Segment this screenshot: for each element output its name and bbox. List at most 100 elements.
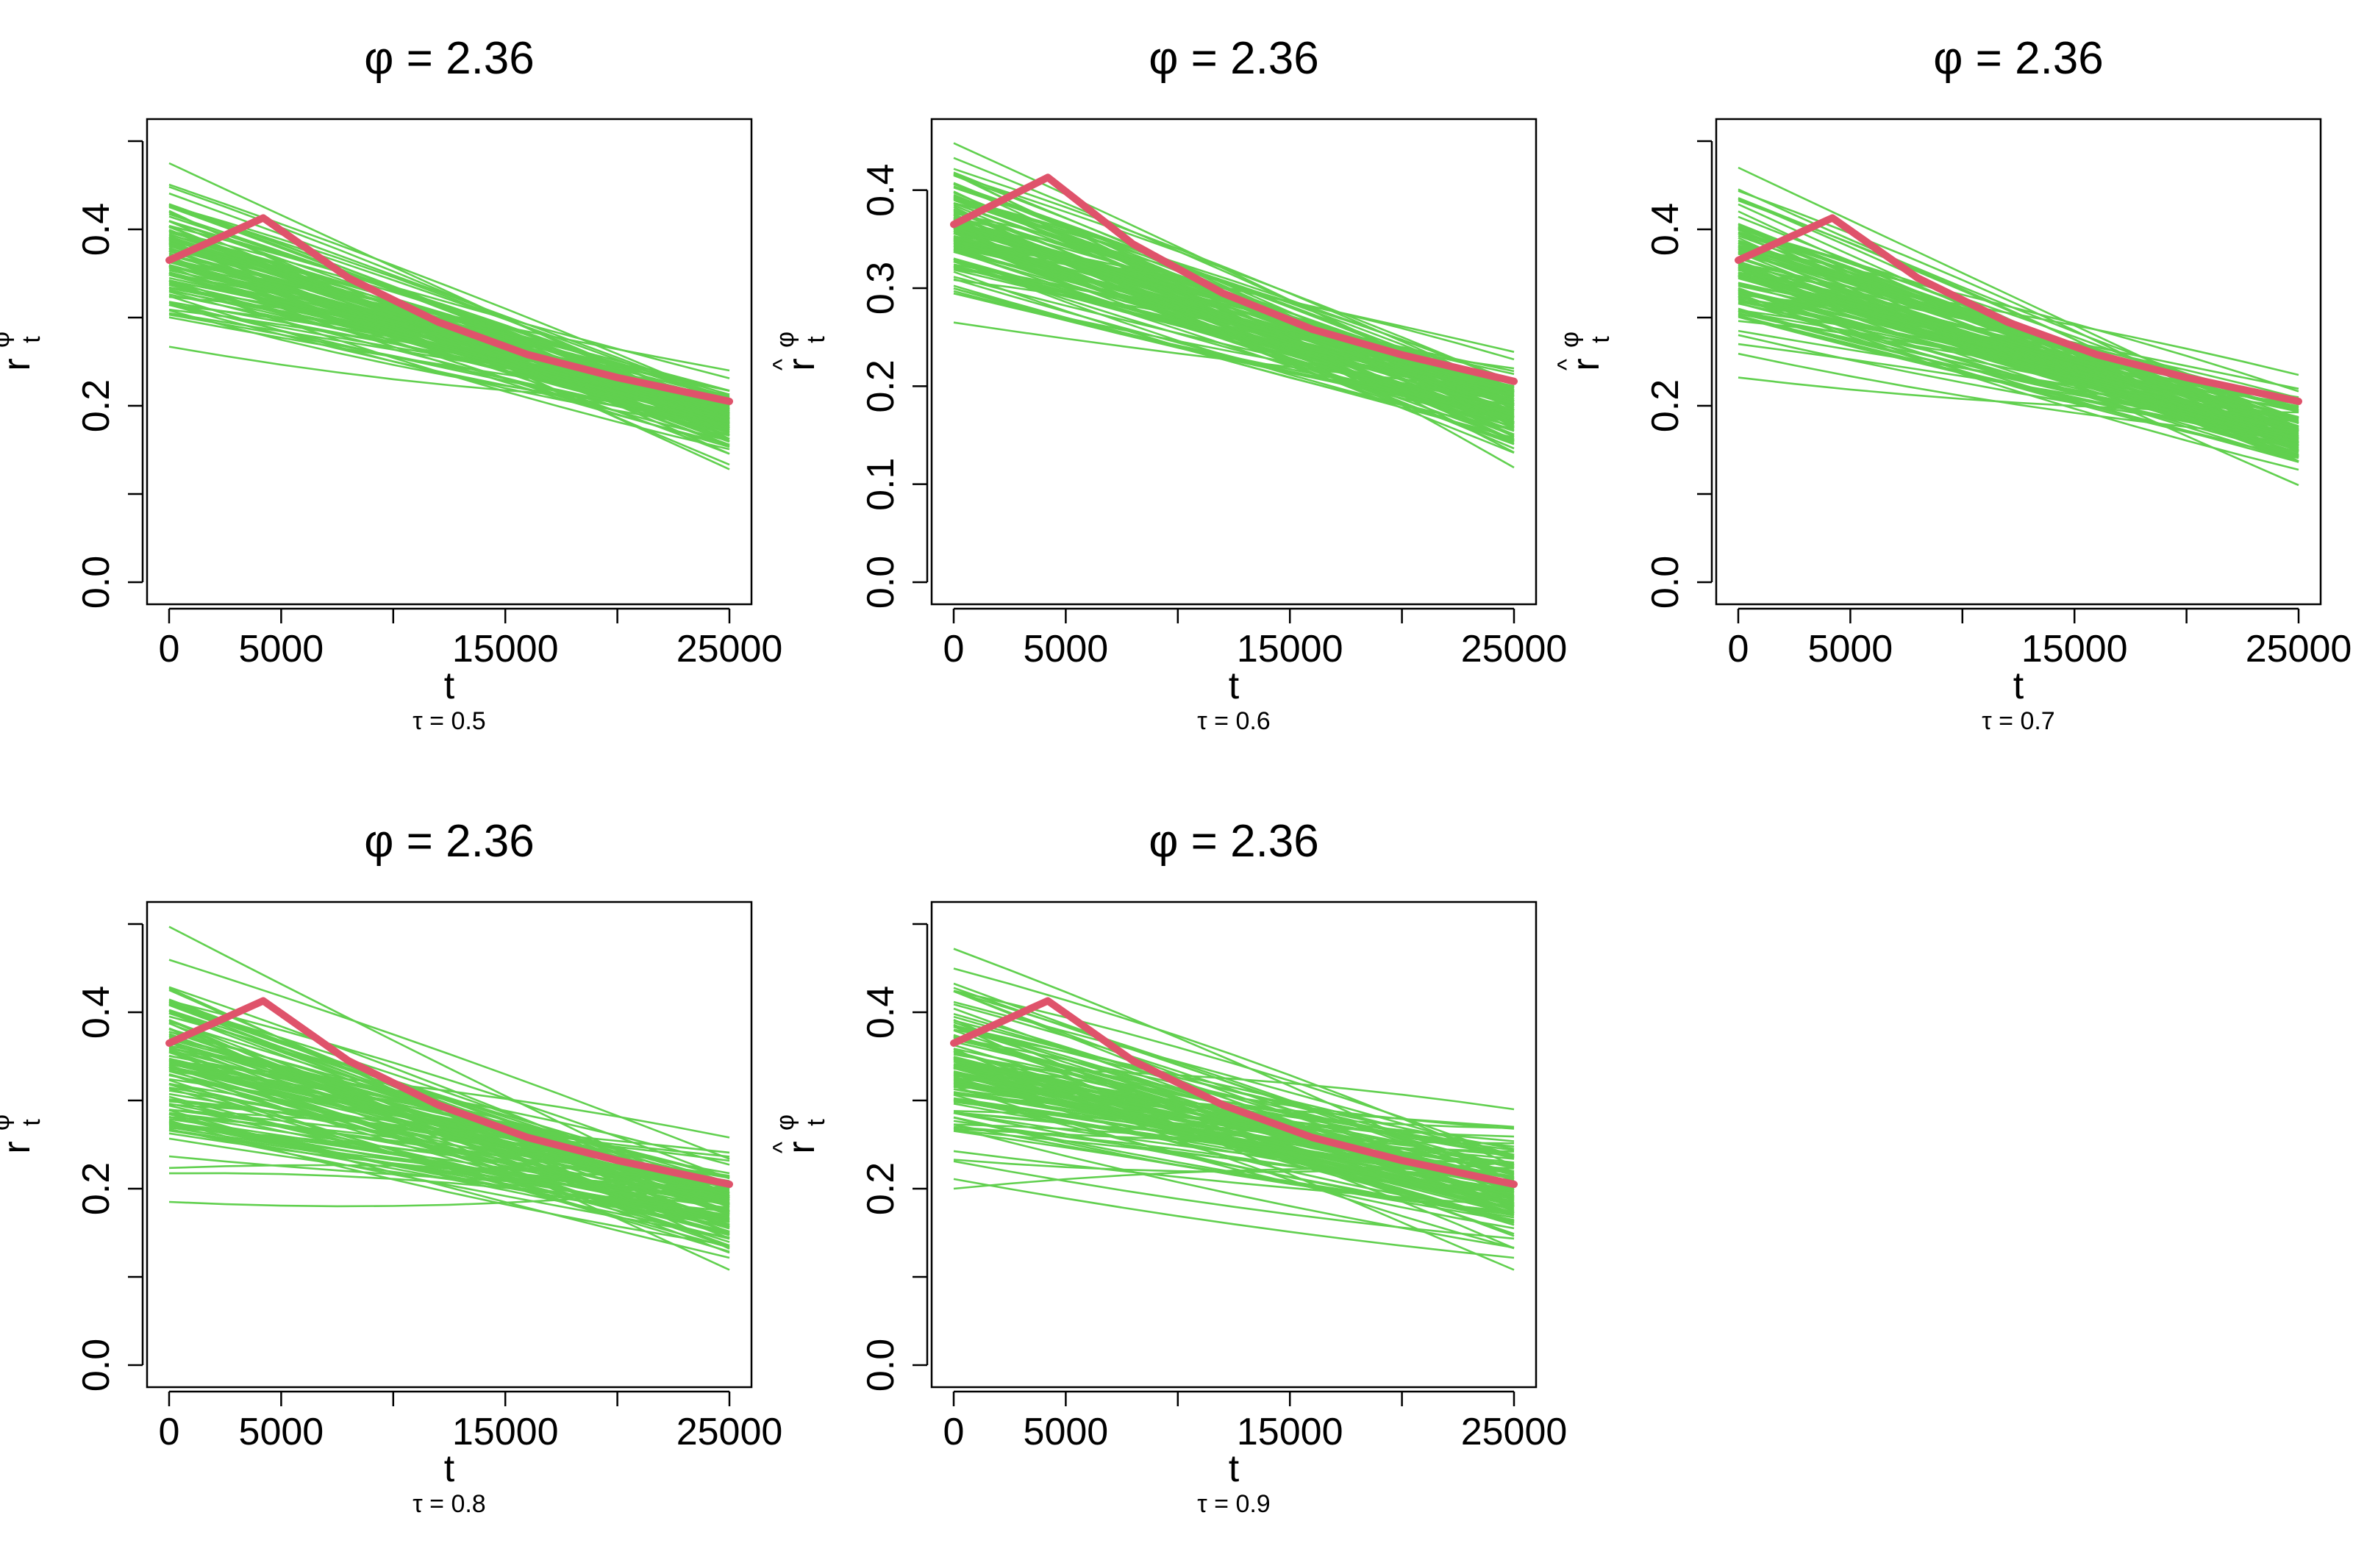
x-tick-label: 15000 (1237, 1411, 1343, 1453)
simulated-line (168, 1089, 730, 1206)
simulated-line (1738, 292, 2299, 458)
panel-title: φ = 2.36 (364, 816, 535, 867)
y-label-hat: ^ (768, 359, 796, 370)
plot-frame (146, 118, 753, 606)
simulated-line (168, 959, 730, 1160)
simulated-line (1738, 271, 2299, 446)
simulated-lines (953, 142, 1515, 469)
plot-frame (146, 901, 753, 1389)
simulated-line (168, 1121, 730, 1222)
y-axis: 0.0 0.2 0.4 (75, 923, 144, 1392)
y-tick-label: 0.0 (860, 1339, 902, 1392)
simulated-line (953, 1178, 1515, 1259)
y-label-sup: φ (0, 332, 15, 348)
simulated-line (1738, 271, 2299, 441)
simulated-lines (168, 926, 730, 1271)
plot-frame (930, 118, 1538, 606)
y-label-sub: t (1587, 336, 1615, 343)
panel-caption: τ = 0.9 (1197, 1490, 1270, 1518)
x-tick-label: 0 (943, 1411, 965, 1453)
simulated-line (168, 220, 730, 379)
y-label-sub: t (802, 1119, 830, 1126)
y-tick-label: 0.2 (1644, 379, 1687, 432)
simulated-line (168, 264, 730, 409)
x-tick-label: 5000 (239, 628, 324, 670)
simulated-line (168, 1058, 730, 1175)
simulated-line (953, 1088, 1515, 1138)
simulated-line (168, 1137, 730, 1213)
y-axis-label: r^ φt (0, 332, 46, 371)
simulated-line (953, 245, 1515, 392)
x-tick-label: 15000 (452, 628, 559, 670)
y-tick-label: 0.4 (75, 986, 118, 1039)
x-axis-label: t (1229, 1447, 1240, 1490)
y-tick-label: 0.4 (860, 986, 902, 1039)
x-axis: 0 5000 15000 25000 (1728, 607, 2352, 670)
simulated-line (168, 1109, 730, 1223)
truth-line (165, 997, 733, 1188)
y-tick-label: 0.1 (860, 458, 902, 511)
simulated-line (953, 222, 1515, 424)
x-axis: 0 5000 15000 25000 (943, 607, 1567, 670)
simulated-line (953, 257, 1515, 445)
y-label-sub: t (18, 336, 46, 343)
y-tick-label: 0.2 (75, 379, 118, 432)
simulated-line (953, 987, 1515, 1175)
x-tick-label: 5000 (1024, 1411, 1109, 1453)
x-axis-label: t (444, 1447, 455, 1490)
simulated-line (168, 1060, 730, 1166)
simulated-line (168, 1132, 730, 1189)
simulated-line (1738, 256, 2299, 418)
x-tick-label: 25000 (676, 628, 783, 670)
x-tick-label: 15000 (2021, 628, 2128, 670)
x-tick-label: 5000 (239, 1411, 324, 1453)
simulated-line (168, 224, 730, 411)
y-axis: 0.0 0.2 0.4 (75, 140, 144, 609)
x-tick-label: 15000 (452, 1411, 559, 1453)
simulated-line (953, 210, 1515, 397)
simulated-line (1738, 295, 2299, 471)
y-label-sub: t (802, 336, 830, 343)
y-label-base: r (1565, 358, 1607, 370)
y-tick-label: 0.2 (860, 1162, 902, 1215)
simulated-line (168, 256, 730, 420)
y-tick-label: 0.4 (1644, 203, 1687, 256)
simulated-line (1738, 352, 2299, 440)
y-tick-label: 0.0 (75, 556, 118, 609)
simulated-line (953, 1025, 1515, 1194)
panel-caption: τ = 0.7 (1982, 707, 2054, 735)
simulated-line (953, 221, 1515, 432)
simulated-line (953, 1067, 1515, 1192)
plot-frame (1715, 118, 2322, 606)
panel-title: φ = 2.36 (1149, 33, 1319, 84)
simulated-line (953, 1019, 1515, 1159)
y-label-sup: φ (771, 332, 799, 348)
y-tick-label: 0.2 (75, 1162, 118, 1215)
y-tick-label: 0.4 (75, 203, 118, 256)
y-label-hat: ^ (768, 1142, 796, 1153)
y-tick-label: 0.0 (860, 556, 902, 609)
x-axis: 0 5000 15000 25000 (159, 1390, 782, 1453)
simulated-line (953, 1094, 1515, 1219)
truth-line (165, 214, 733, 405)
y-label-hat: ^ (1553, 359, 1581, 370)
simulated-line (1738, 329, 2299, 420)
panel-title: φ = 2.36 (1149, 816, 1319, 867)
simulated-line (168, 192, 730, 401)
simulated-line (168, 229, 730, 423)
simulated-line (953, 1066, 1515, 1214)
simulated-line (1738, 314, 2299, 443)
y-tick-label: 0.3 (860, 262, 902, 315)
simulated-line (168, 1172, 730, 1220)
simulated-line (953, 1036, 1515, 1206)
simulated-line (953, 1130, 1515, 1222)
x-tick-label: 0 (1728, 628, 1749, 670)
simulated-line (953, 967, 1515, 1167)
simulated-line (953, 1100, 1515, 1200)
simulated-line (1738, 274, 2299, 440)
x-tick-label: 5000 (1024, 628, 1109, 670)
